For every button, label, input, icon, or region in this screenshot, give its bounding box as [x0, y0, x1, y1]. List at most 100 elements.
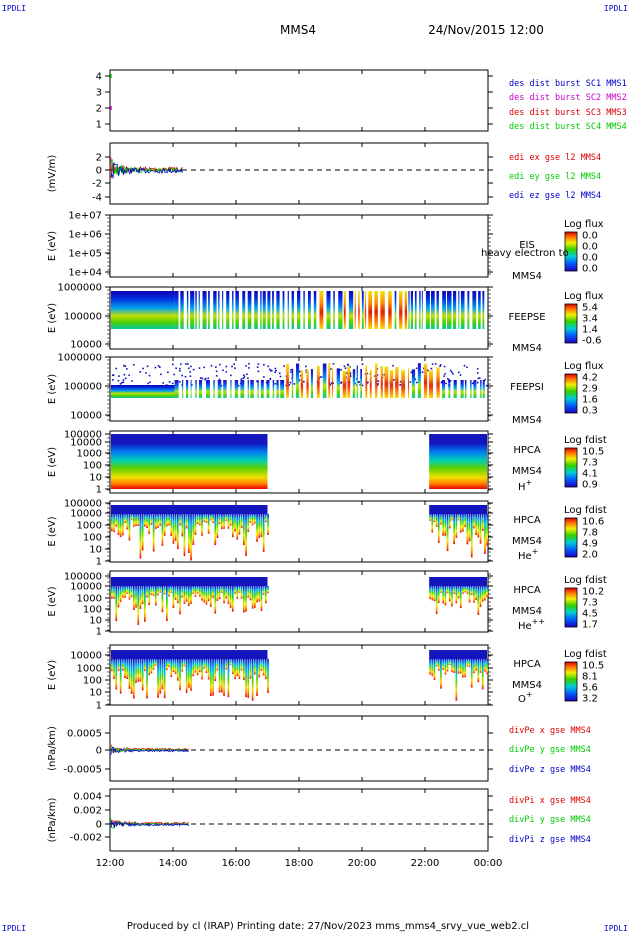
- y-axis-label: E (eV): [47, 374, 58, 404]
- spectrogram-strip: [453, 514, 455, 545]
- spectrogram-block: [429, 505, 487, 514]
- flux-speck: [410, 371, 413, 374]
- spectrogram-strip: [122, 659, 124, 671]
- flux-speck: [374, 375, 376, 377]
- spectrogram-strip: [232, 291, 234, 329]
- species-name: O: [518, 694, 526, 705]
- spectrogram-strip: [135, 514, 137, 526]
- spectrogram-strip: [247, 291, 252, 329]
- spectrogram-strip: [342, 370, 347, 398]
- flux-speck: [118, 375, 120, 377]
- spectrogram-strip: [216, 659, 219, 671]
- flux-speck: [271, 369, 273, 372]
- spectrogram-strip: [260, 586, 263, 611]
- colorbar-tick-label: 0.0: [582, 264, 598, 275]
- spectrogram-strip: [442, 514, 444, 536]
- spectrogram-strip: [343, 291, 346, 329]
- flux-speck: [112, 379, 114, 381]
- flux-speck: [443, 375, 445, 377]
- flux-speck: [187, 363, 189, 365]
- flux-speck: [231, 365, 233, 368]
- spectrogram-strip: [235, 291, 239, 329]
- flux-speck: [179, 381, 181, 383]
- panel-frame: [109, 715, 489, 782]
- spectrogram-strip: [115, 586, 118, 622]
- flux-speck: [122, 379, 125, 381]
- flux-speck: [148, 374, 151, 377]
- spectrogram-strip: [124, 659, 126, 678]
- spectrogram-strip: [479, 586, 482, 607]
- spectrogram-strip: [192, 659, 195, 677]
- spacecraft-label: MMS4: [512, 271, 542, 282]
- species-label: O+: [518, 690, 533, 705]
- y-tick-label: 0: [96, 746, 102, 757]
- spectrogram-strip: [446, 586, 449, 594]
- spectrogram-strip: [260, 380, 264, 398]
- spectrogram-strip: [258, 514, 261, 538]
- flux-speck: [476, 372, 479, 374]
- y-tick-label: -0.0005: [63, 765, 102, 776]
- spectrogram-strip: [368, 291, 373, 329]
- spectrogram-strip: [128, 586, 131, 600]
- y-tick-label: 1e+04: [68, 268, 102, 279]
- flux-speck: [288, 384, 291, 386]
- spectrogram-strip: [210, 659, 212, 696]
- spectrogram-strip: [122, 514, 124, 536]
- spectrogram-strip: [144, 514, 146, 527]
- spectrogram-strip: [466, 586, 469, 594]
- colorbar-title: Log flux: [564, 291, 604, 302]
- species-name: H: [518, 482, 526, 493]
- flux-speck: [123, 364, 125, 367]
- spectrogram-strip: [481, 586, 484, 602]
- spectrogram-strip: [484, 586, 486, 601]
- flux-speck: [230, 374, 232, 377]
- spectrogram-strip: [205, 659, 208, 673]
- spectrogram-strip: [155, 514, 157, 529]
- panel-feepsi: 1000000 100000 10000 E (eV) FEEPSI MMS4 Log fl…: [47, 353, 604, 427]
- flux-speck: [126, 368, 128, 370]
- flux-speck: [349, 374, 352, 376]
- spectrogram-strip: [408, 368, 409, 398]
- spectrogram-strip: [230, 380, 232, 398]
- y-tick-label: 0.002: [73, 806, 102, 817]
- legend-entry: des dist burst SC4 MMS4: [509, 122, 627, 132]
- species-name: He: [518, 621, 532, 632]
- flux-speck: [305, 369, 308, 371]
- spectrogram-strip: [453, 659, 455, 673]
- flux-speck: [248, 367, 250, 369]
- species-label: He++: [518, 617, 545, 632]
- flux-speck: [415, 367, 418, 370]
- y-tick-label: 0: [96, 820, 102, 831]
- y-tick-label: 3: [96, 88, 102, 99]
- flux-speck: [184, 375, 187, 378]
- spectrogram-strip: [229, 659, 232, 666]
- spectrogram-strip: [179, 586, 181, 615]
- instrument-label: FEEPSI: [510, 382, 544, 393]
- spectrogram-strip: [190, 291, 195, 329]
- flux-speck: [346, 372, 348, 374]
- spectrogram-strip: [475, 586, 477, 600]
- y-tick-label: 4: [96, 72, 102, 83]
- spectrogram-strip: [451, 586, 453, 607]
- spectrogram-strip: [207, 514, 210, 534]
- spectrogram-strip: [451, 659, 453, 673]
- corner-label-bottom-left: IPDLI: [2, 924, 26, 933]
- spectrogram-strip: [217, 380, 222, 398]
- spectrogram-strip: [190, 586, 192, 604]
- x-tick-label: 14:00: [159, 858, 188, 869]
- flux-speck: [439, 365, 441, 367]
- spectrogram-strip: [249, 514, 252, 523]
- spectrogram-strip: [168, 514, 170, 526]
- spectrogram-strip: [472, 291, 477, 329]
- species-label: He+: [518, 547, 538, 562]
- spectrogram-strip: [210, 586, 212, 607]
- flux-speck: [340, 369, 342, 371]
- footer-text: Produced by cl (IRAP) Printing date: 27/…: [127, 921, 529, 932]
- spectrogram-strip: [459, 514, 462, 533]
- colorbar-tick-label: 1.7: [582, 620, 598, 631]
- spectrogram-strip: [464, 659, 466, 678]
- y-tick-label: 1000: [77, 594, 102, 605]
- colorbar-tick-label: 7.3: [582, 458, 598, 469]
- spectrogram-strip: [245, 586, 247, 612]
- y-tick-label: 10000: [70, 438, 102, 449]
